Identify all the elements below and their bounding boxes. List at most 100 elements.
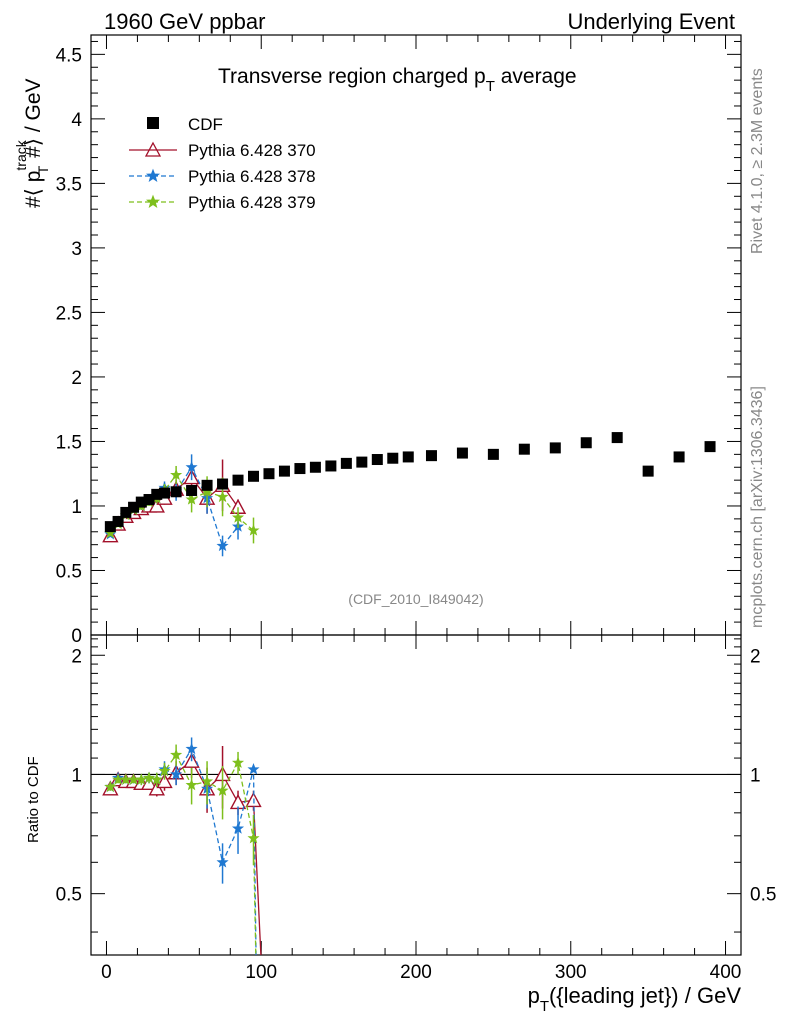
star-marker (185, 493, 198, 505)
ylabel-sup: track (13, 139, 29, 170)
legend-379-star (145, 194, 161, 209)
ratio-star-marker (185, 778, 198, 791)
cdf-point (201, 479, 213, 491)
cdf-point (387, 452, 399, 464)
ratio-line (109, 760, 262, 955)
ratio-triangle-marker (156, 773, 173, 789)
y-tick-label-main: 3 (71, 239, 82, 260)
cdf-point (356, 456, 368, 468)
y-tick-label-main: 1 (71, 497, 82, 518)
legend-cdf-marker (147, 117, 159, 129)
ylabel-pre: #⟨ p (22, 171, 45, 208)
xlabel-pre: p (528, 983, 540, 1008)
xlabel-sub: T (540, 998, 549, 1015)
cdf-point (104, 521, 116, 533)
y-tick-label-main: 2 (71, 368, 82, 389)
cdf-point (170, 486, 182, 498)
cdf-point (263, 468, 275, 480)
y-tick-label-main: 3.5 (56, 174, 82, 195)
x-tick-label: 400 (710, 962, 742, 983)
y-tick-label-ratio-left: 0.5 (56, 885, 82, 906)
ratio-star-marker (135, 773, 148, 785)
cdf-point (217, 478, 229, 490)
cdf-point (673, 451, 685, 463)
star-marker (216, 490, 229, 503)
cdf-point (120, 506, 132, 518)
ylabel-sub: T (35, 165, 51, 174)
plot-title-tail: average (495, 65, 577, 88)
ratio-star-marker (247, 763, 260, 775)
y-tick-label-main: 1.5 (56, 432, 82, 453)
cdf-point (248, 470, 259, 482)
cdf-point (278, 465, 290, 477)
legend-378-marker (145, 168, 161, 183)
series-1-ratio (102, 745, 262, 955)
plot-title: Transverse region charged pT average (218, 65, 577, 95)
star-marker (231, 511, 245, 523)
legend-378-label: Pythia 6.428 378 (188, 167, 316, 186)
star-marker (185, 460, 198, 473)
legend: CDF Pythia 6.428 370 Pythia 6.428 378 Py… (129, 115, 316, 212)
ratio-series-layer (102, 737, 262, 955)
star-marker (247, 524, 260, 536)
ratio-star-marker (201, 775, 214, 787)
cdf-point (159, 487, 171, 499)
cdf-point (340, 457, 352, 469)
series-3-ratio (104, 744, 260, 955)
y-tick-label-main: 4 (71, 110, 82, 131)
ratio-star-marker (216, 855, 229, 868)
plot-title-main: Transverse region charged p (218, 65, 486, 88)
y-tick-label-main: 0.5 (56, 561, 82, 582)
y-tick-label-ratio-left: 1 (71, 765, 82, 786)
cdf-point (294, 463, 306, 475)
series-1-main (102, 459, 247, 543)
cdf-point (549, 442, 561, 454)
ratio-star-marker (158, 764, 171, 777)
ratio-star-marker (231, 822, 245, 834)
ratio-star-marker (104, 780, 117, 793)
y-tick-label-ratio-right: 0.5 (750, 885, 776, 906)
triangle-marker (148, 497, 165, 513)
ratio-star-marker (142, 771, 156, 784)
cdf-point (642, 465, 654, 477)
mcplots-label: mcplots.cern.ch [arXiv:1306.3436] (749, 386, 766, 628)
header-left: 1960 GeV ppbar (104, 9, 265, 34)
ratio-star-marker (170, 768, 183, 780)
ratio-triangle-marker (148, 780, 165, 796)
cdf-point (135, 496, 147, 508)
rivet-label: Rivet 4.1.0, ≥ 2.3M events (749, 68, 766, 254)
cdf-point (325, 460, 337, 472)
cdf-point (456, 447, 468, 459)
cdf-point (704, 441, 716, 453)
legend-370-label: Pythia 6.428 370 (188, 141, 316, 160)
cdf-point (580, 437, 592, 449)
cdf-point (425, 450, 437, 462)
cdf-point (371, 454, 383, 466)
legend-370-marker (144, 141, 162, 157)
legend-379-label: Pythia 6.428 379 (188, 193, 316, 212)
y-tick-label-main: 2.5 (56, 303, 82, 324)
cdf-point (518, 443, 530, 455)
x-tick-label: 300 (555, 962, 587, 983)
analysis-label: (CDF_2010_I849042) (348, 591, 483, 607)
x-tick-label: 200 (400, 962, 432, 983)
legend-379-marker (145, 194, 161, 209)
cdf-point (611, 432, 623, 444)
ratio-star-marker (216, 784, 229, 796)
x-tick-label: 0 (101, 962, 112, 983)
ratio-star-marker (247, 831, 260, 844)
y-tick-label-ratio-right: 1 (750, 765, 761, 786)
ratio-panel-frame (90, 634, 742, 956)
cdf-point (402, 451, 414, 463)
y-tick-label-ratio-left: 2 (71, 646, 82, 667)
legend-378-star (145, 168, 161, 183)
xlabel-post: ({leading jet}) / GeV (549, 983, 741, 1008)
star-marker (216, 539, 229, 552)
y-tick-label-ratio-right: 2 (750, 646, 761, 667)
ratio-star-marker (150, 773, 163, 785)
cdf-point (112, 515, 124, 527)
cdf-point (151, 488, 163, 500)
ylabel-post: #⟩ / GeV (22, 78, 45, 163)
ratio-star-marker (185, 742, 198, 755)
